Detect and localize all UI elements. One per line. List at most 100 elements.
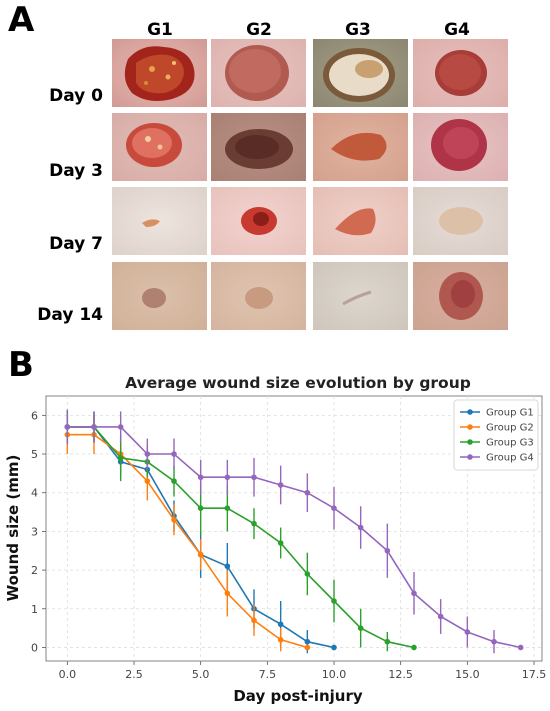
wound-photo-g1-day3 bbox=[112, 113, 207, 181]
data-point bbox=[251, 520, 257, 527]
data-point bbox=[171, 451, 177, 457]
y-axis-label: Wound size (mm) bbox=[4, 455, 22, 602]
data-point bbox=[384, 547, 391, 554]
wound-photo-g4-day7 bbox=[413, 187, 508, 255]
data-point bbox=[411, 644, 417, 651]
data-point bbox=[144, 451, 151, 457]
data-point bbox=[171, 478, 177, 484]
x-tick-label: 7.5 bbox=[259, 668, 277, 681]
wound-photo-g4-day3 bbox=[413, 113, 508, 181]
data-point bbox=[304, 489, 311, 496]
data-point bbox=[224, 505, 231, 511]
legend-label: Group G2 bbox=[486, 423, 534, 434]
legend-marker bbox=[467, 424, 473, 430]
row-header-day-3: Day 3 bbox=[49, 161, 103, 181]
wound-photo-g4-day14 bbox=[413, 262, 508, 330]
data-point bbox=[64, 424, 71, 430]
series-line bbox=[67, 426, 521, 649]
y-tick-label: 1 bbox=[31, 603, 38, 616]
panel-b-label: B bbox=[8, 345, 34, 385]
legend-label: Group G3 bbox=[486, 438, 534, 449]
data-series bbox=[64, 409, 524, 654]
data-point bbox=[384, 638, 391, 645]
wound-photo-g2-day0 bbox=[211, 39, 306, 107]
wound-photo-g1-day0 bbox=[112, 39, 207, 107]
column-header-g2: G2 bbox=[246, 20, 272, 40]
legend-marker bbox=[467, 439, 473, 445]
data-point bbox=[357, 625, 364, 631]
chart-title: Average wound size evolution by group bbox=[125, 374, 471, 392]
data-point bbox=[224, 474, 231, 481]
legend-label: Group G4 bbox=[486, 453, 534, 464]
x-tick-label: 10.0 bbox=[322, 668, 347, 681]
legend-marker bbox=[467, 454, 473, 460]
data-point bbox=[277, 621, 284, 628]
row-header-day-0: Day 0 bbox=[49, 86, 103, 106]
wound-photo-g2-day7 bbox=[211, 187, 306, 255]
data-point bbox=[251, 617, 257, 624]
wound-photo-g1-day7 bbox=[112, 187, 207, 255]
wound-photo-g3-day3 bbox=[313, 113, 408, 181]
data-point bbox=[197, 551, 204, 558]
x-tick-label: 2.5 bbox=[125, 668, 143, 681]
data-point bbox=[331, 598, 337, 604]
wound-photo-g4-day0 bbox=[413, 39, 508, 107]
column-header-g1: G1 bbox=[147, 20, 173, 40]
plot-area bbox=[45, 395, 543, 662]
y-tick-label: 5 bbox=[31, 448, 38, 461]
series-4 bbox=[64, 409, 524, 654]
data-point bbox=[411, 590, 417, 597]
data-point bbox=[464, 629, 471, 635]
series-3 bbox=[64, 411, 417, 652]
data-point bbox=[491, 638, 497, 645]
data-point bbox=[304, 638, 311, 645]
wound-photo-g2-day3 bbox=[211, 113, 306, 181]
data-point bbox=[91, 424, 97, 430]
data-point bbox=[331, 505, 337, 511]
column-header-g3: G3 bbox=[345, 20, 371, 40]
data-point bbox=[144, 478, 151, 484]
data-point bbox=[304, 644, 311, 651]
data-point bbox=[277, 636, 284, 643]
wound-size-line-chart: Average wound size evolution by group 0.… bbox=[4, 374, 546, 705]
y-tick-label: 3 bbox=[31, 525, 38, 538]
data-point bbox=[251, 474, 257, 481]
legend-marker bbox=[467, 409, 473, 415]
legend-box bbox=[453, 399, 539, 471]
axis-ticks: 0.0 2.5 5.0 7.5 10.0 12.5 15.0 17.5 0 1 2 3 4 5 6 bbox=[31, 409, 546, 681]
wound-photo-g3-day7 bbox=[313, 187, 408, 255]
x-tick-label: 0.0 bbox=[59, 668, 77, 681]
data-point bbox=[277, 482, 284, 488]
series-2 bbox=[64, 415, 311, 652]
data-point bbox=[517, 644, 524, 651]
data-point bbox=[331, 644, 337, 651]
data-point bbox=[437, 613, 444, 620]
panel-a-label: A bbox=[8, 0, 35, 40]
series-line bbox=[67, 433, 308, 649]
x-tick-label: 12.5 bbox=[388, 668, 413, 681]
data-point bbox=[277, 540, 284, 546]
data-point bbox=[117, 424, 124, 430]
data-point bbox=[357, 524, 364, 531]
y-tick-label: 4 bbox=[31, 487, 38, 500]
data-point bbox=[304, 571, 311, 577]
wound-photo-g1-day14 bbox=[112, 262, 207, 330]
data-point bbox=[224, 563, 231, 570]
data-point bbox=[224, 590, 231, 597]
data-point bbox=[117, 455, 124, 461]
x-tick-label: 15.0 bbox=[455, 668, 480, 681]
column-header-g4: G4 bbox=[444, 20, 470, 40]
wound-photo-g2-day14 bbox=[211, 262, 306, 330]
x-tick-label: 17.5 bbox=[522, 668, 547, 681]
wound-photo-g3-day0 bbox=[313, 39, 408, 107]
series-line bbox=[67, 426, 415, 649]
x-axis-label: Day post-injury bbox=[233, 687, 363, 705]
row-header-day-7: Day 7 bbox=[49, 234, 103, 254]
y-tick-label: 2 bbox=[31, 564, 38, 577]
data-point bbox=[197, 505, 204, 511]
y-tick-label: 6 bbox=[31, 409, 38, 422]
chart-legend: Group G1 Group G2 Group G3 Group G4 bbox=[453, 399, 539, 471]
x-tick-label: 5.0 bbox=[192, 668, 210, 681]
data-point bbox=[197, 474, 204, 481]
row-header-day-14: Day 14 bbox=[37, 305, 103, 325]
